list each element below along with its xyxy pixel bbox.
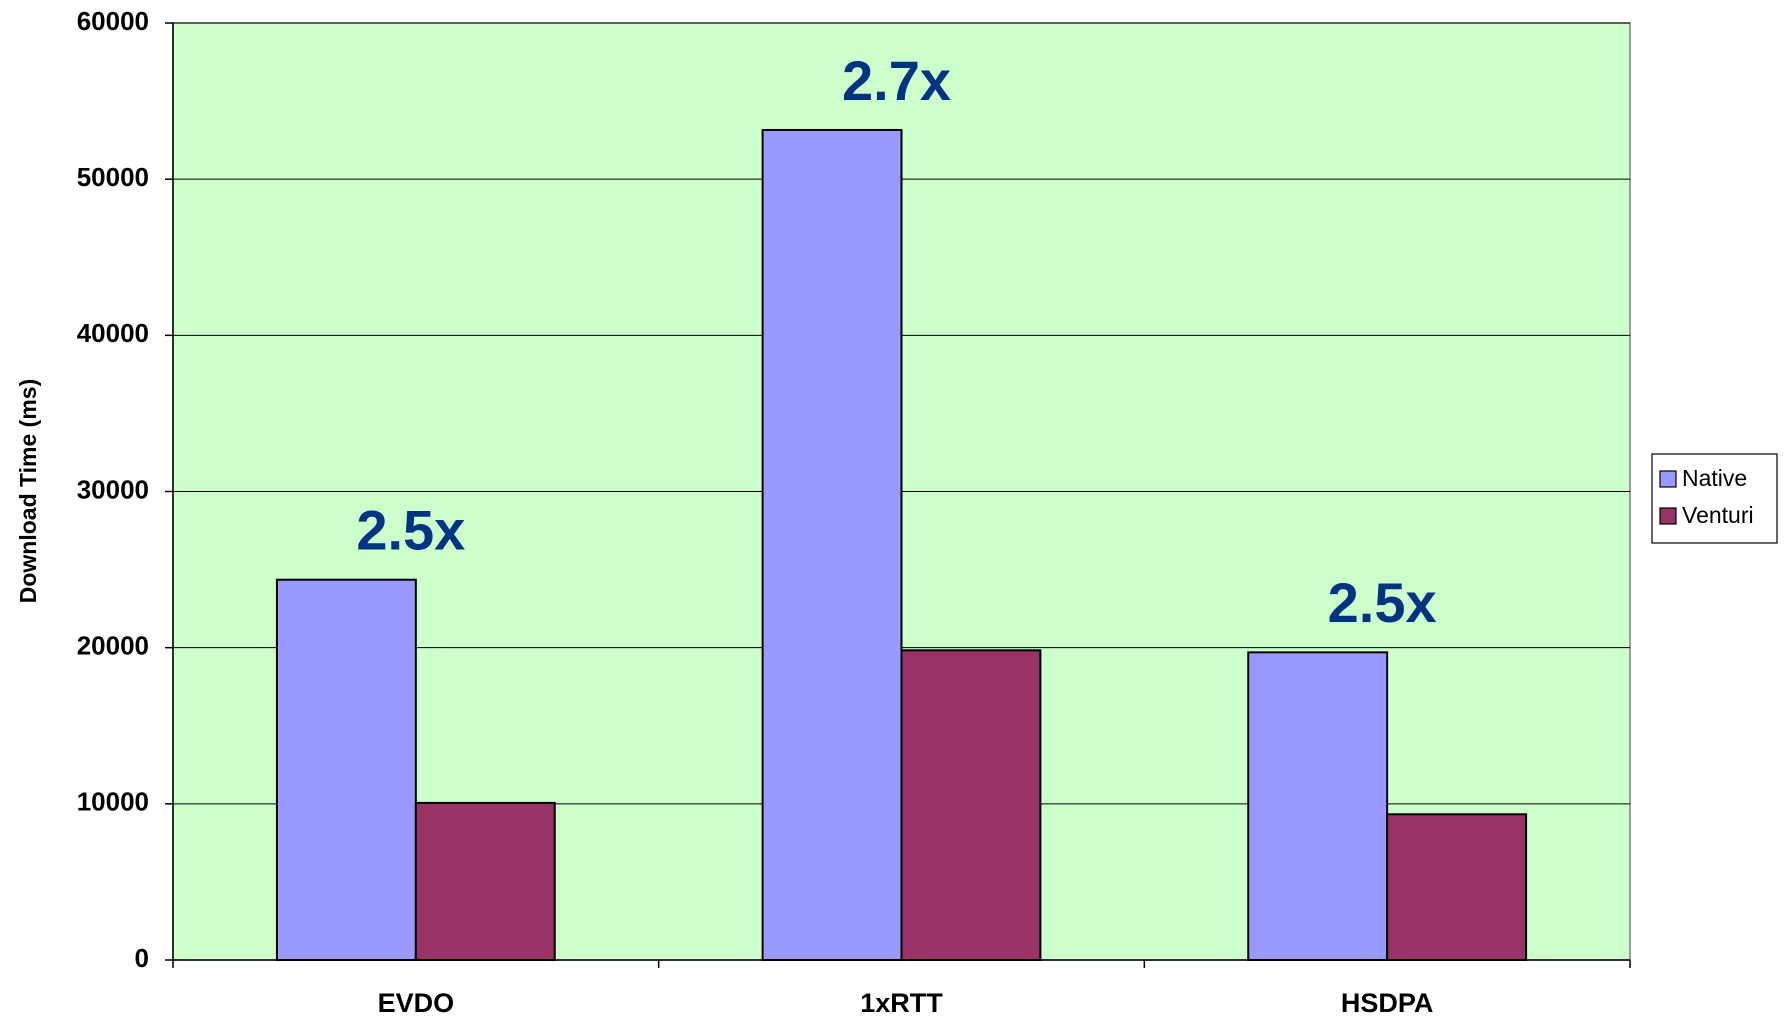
bar — [1386, 813, 1528, 962]
annotation: 2.5x — [1328, 571, 1437, 634]
x-tick-label: 1xRTT — [860, 988, 943, 1018]
bar — [900, 649, 1042, 961]
legend-box — [1651, 453, 1778, 544]
legend-label: Native — [1682, 465, 1747, 491]
y-axis-label: Download Time (ms) — [15, 379, 41, 604]
x-tick-label: EVDO — [378, 988, 455, 1018]
legend-swatch — [1659, 470, 1677, 488]
bar — [275, 578, 417, 962]
legend-label: Venturi — [1682, 502, 1754, 528]
annotation: 2.7x — [842, 49, 951, 112]
y-tick-label: 60000 — [77, 6, 149, 36]
y-tick-label: 20000 — [77, 631, 149, 661]
y-tick-label: 50000 — [77, 162, 149, 192]
annotation: 2.5x — [356, 499, 465, 562]
bar — [1247, 651, 1389, 962]
bar — [761, 128, 903, 961]
x-tick-label: HSDPA — [1341, 988, 1434, 1018]
y-tick-label: 10000 — [77, 787, 149, 817]
bar — [414, 801, 556, 962]
y-tick-label: 0 — [135, 943, 149, 973]
legend-swatch — [1659, 507, 1677, 525]
y-tick-label: 30000 — [77, 474, 149, 504]
y-tick-label: 40000 — [77, 318, 149, 348]
